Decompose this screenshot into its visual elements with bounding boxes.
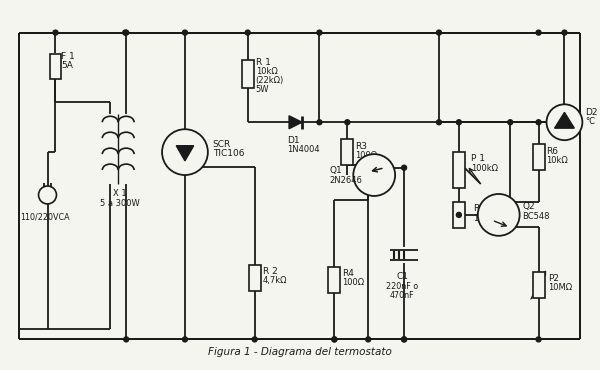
- Circle shape: [366, 337, 371, 342]
- Circle shape: [457, 120, 461, 125]
- Circle shape: [317, 30, 322, 35]
- Text: 1N4004: 1N4004: [287, 145, 320, 154]
- Text: P2: P2: [548, 274, 560, 283]
- Circle shape: [401, 337, 407, 342]
- Bar: [453, 202, 465, 228]
- Circle shape: [182, 30, 187, 35]
- Text: R3: R3: [355, 142, 367, 151]
- Text: R6: R6: [547, 147, 559, 156]
- Text: R5: R5: [473, 204, 485, 213]
- Bar: [453, 152, 465, 188]
- Text: C1: C1: [396, 272, 408, 281]
- Circle shape: [436, 30, 442, 35]
- Bar: [533, 144, 545, 170]
- Circle shape: [457, 212, 461, 217]
- Circle shape: [124, 30, 128, 35]
- Text: Q2: Q2: [523, 202, 535, 211]
- Circle shape: [508, 120, 513, 125]
- Text: 110/220VCA: 110/220VCA: [20, 212, 70, 221]
- Bar: [341, 139, 353, 165]
- Text: 100Ω: 100Ω: [343, 278, 364, 287]
- Bar: [533, 272, 545, 297]
- Text: BC548: BC548: [523, 212, 550, 221]
- Text: 220nF o: 220nF o: [386, 282, 418, 291]
- Circle shape: [436, 120, 442, 125]
- Polygon shape: [289, 116, 302, 129]
- Text: SCR: SCR: [213, 139, 231, 149]
- Bar: [50, 54, 61, 80]
- Text: °C: °C: [586, 117, 595, 126]
- Text: 10kΩ: 10kΩ: [547, 156, 568, 165]
- Text: 5A: 5A: [61, 61, 73, 70]
- Text: D1: D1: [287, 136, 300, 145]
- Text: R 2: R 2: [263, 267, 277, 276]
- Circle shape: [317, 120, 322, 125]
- Text: P 1: P 1: [471, 154, 485, 162]
- Bar: [242, 61, 254, 88]
- Text: F 1: F 1: [61, 52, 75, 61]
- Text: X 1: X 1: [113, 189, 127, 198]
- Polygon shape: [554, 112, 574, 128]
- Circle shape: [401, 337, 407, 342]
- Text: D2: D2: [586, 108, 598, 117]
- Circle shape: [182, 337, 187, 342]
- Text: 10kΩ: 10kΩ: [473, 214, 494, 223]
- Text: 2N2646: 2N2646: [329, 175, 362, 185]
- Circle shape: [38, 186, 56, 204]
- Circle shape: [124, 337, 128, 342]
- Text: 10kΩ: 10kΩ: [256, 67, 277, 76]
- Bar: [249, 265, 260, 290]
- Text: Q1: Q1: [329, 165, 342, 175]
- Text: R4: R4: [343, 269, 354, 278]
- Circle shape: [353, 154, 395, 196]
- Circle shape: [162, 129, 208, 175]
- Circle shape: [252, 337, 257, 342]
- Text: 470nF: 470nF: [390, 291, 415, 300]
- Circle shape: [345, 120, 350, 125]
- Text: 10MΩ: 10MΩ: [548, 283, 572, 292]
- Text: TIC106: TIC106: [213, 149, 244, 158]
- Polygon shape: [176, 146, 194, 161]
- Circle shape: [123, 30, 128, 35]
- Circle shape: [562, 30, 567, 35]
- Bar: [328, 267, 340, 293]
- Text: 5W: 5W: [256, 85, 269, 94]
- Circle shape: [332, 337, 337, 342]
- Circle shape: [245, 30, 250, 35]
- Circle shape: [332, 337, 337, 342]
- Text: 100Ω: 100Ω: [355, 151, 377, 159]
- Circle shape: [478, 194, 520, 236]
- Text: R 1: R 1: [256, 58, 271, 67]
- Circle shape: [53, 30, 58, 35]
- Circle shape: [536, 120, 541, 125]
- Circle shape: [547, 104, 583, 140]
- Text: 100kΩ: 100kΩ: [471, 164, 498, 172]
- Text: Figura 1 - Diagrama del termostato: Figura 1 - Diagrama del termostato: [208, 347, 391, 357]
- Circle shape: [401, 165, 407, 170]
- Circle shape: [536, 337, 541, 342]
- Text: 4,7kΩ: 4,7kΩ: [263, 276, 287, 285]
- Text: (22kΩ): (22kΩ): [256, 76, 284, 85]
- Text: 5 a 300W: 5 a 300W: [100, 199, 140, 208]
- Circle shape: [536, 30, 541, 35]
